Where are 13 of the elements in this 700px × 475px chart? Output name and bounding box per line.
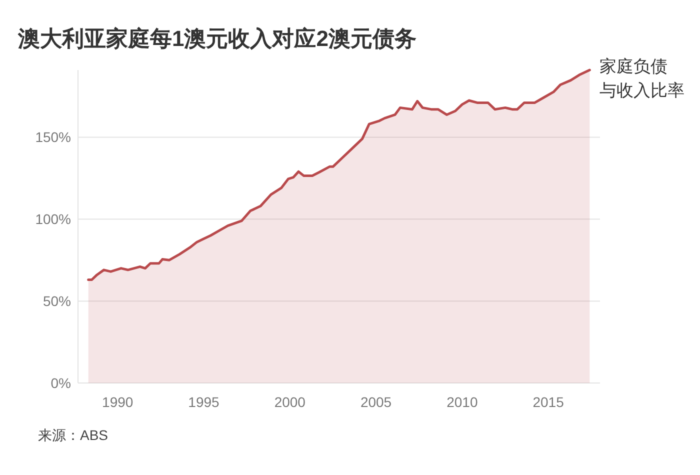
x-tick-label: 1995 <box>188 394 220 410</box>
x-tick-label: 2010 <box>446 394 478 410</box>
x-tick-label: 2005 <box>360 394 392 410</box>
y-tick-label: 100% <box>35 211 71 228</box>
y-tick-label: 50% <box>42 293 71 310</box>
y-tick-label: 0% <box>50 375 71 391</box>
x-tick-label: 2015 <box>532 394 564 410</box>
chart-title: 澳大利亚家庭每1澳元收入对应2澳元债务 <box>17 26 416 51</box>
x-tick-label: 2000 <box>274 394 306 410</box>
x-tick-label: 1990 <box>102 394 134 410</box>
y-tick-label: 150% <box>35 129 71 146</box>
series-label: 家庭负债与收入比率 <box>600 57 685 100</box>
source-note: 来源：ABS <box>38 427 108 443</box>
